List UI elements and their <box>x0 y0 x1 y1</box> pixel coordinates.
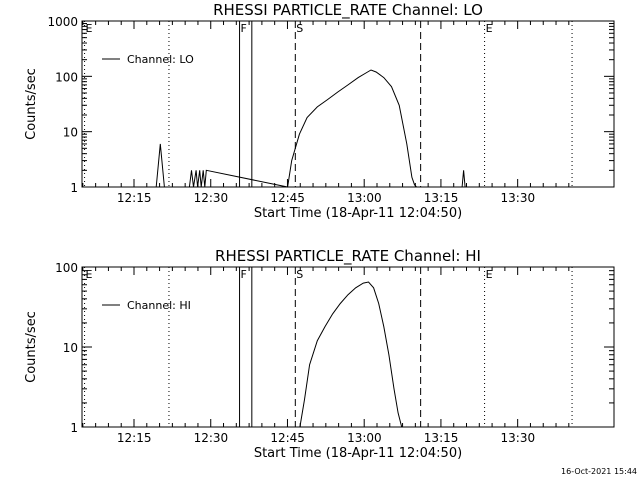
chart-title: RHESSI PARTICLE_RATE Channel: HI <box>215 247 481 266</box>
y-tick-label: 1000 <box>47 15 78 29</box>
y-tick-label: 1 <box>70 421 78 435</box>
event-marker-label: E <box>86 22 93 35</box>
x-tick-label: 13:30 <box>501 191 536 205</box>
x-axis-label: Start Time (18-Apr-11 12:04:50) <box>254 206 462 221</box>
x-axis-label: Start Time (18-Apr-11 12:04:50) <box>254 446 462 461</box>
y-tick-label: 10 <box>63 341 78 355</box>
x-tick-label: 12:30 <box>194 191 229 205</box>
x-tick-label: 12:15 <box>117 191 152 205</box>
y-axis-label: Counts/sec <box>24 311 39 383</box>
x-tick-label: 13:00 <box>347 191 382 205</box>
panel-channel-lo: RHESSI PARTICLE_RATE Channel: LO 12:15 12:… <box>24 1 615 221</box>
plot-frame <box>81 266 615 428</box>
chart-title: RHESSI PARTICLE_RATE Channel: LO <box>213 1 483 20</box>
event-marker-label: E <box>86 268 93 281</box>
x-tick-label: 13:30 <box>501 431 536 445</box>
y-tick-label: 1 <box>70 181 78 195</box>
event-marker-label: S <box>296 22 303 35</box>
legend-label: Channel: LO <box>127 53 194 66</box>
panel-channel-hi: RHESSI PARTICLE_RATE Channel: HI 12:15 12:… <box>24 247 615 461</box>
y-tick-label: 10 <box>63 126 78 140</box>
x-tick-label: 12:45 <box>270 191 305 205</box>
event-marker-label: S <box>296 268 303 281</box>
footer-timestamp: 16-Oct-2021 15:44 <box>561 467 637 476</box>
x-tick-label: 13:00 <box>347 431 382 445</box>
y-tick-label: 100 <box>55 261 78 275</box>
x-tick-label: 12:45 <box>270 431 305 445</box>
event-marker-label: E <box>486 22 493 35</box>
legend-label: Channel: HI <box>127 299 191 312</box>
y-tick-label: 100 <box>55 70 78 84</box>
x-tick-label: 13:15 <box>424 191 459 205</box>
event-marker-label: E <box>486 268 493 281</box>
event-marker-label: F <box>241 268 247 281</box>
plot-frame <box>81 20 615 188</box>
y-axis-label: Counts/sec <box>24 68 39 140</box>
event-marker-label: F <box>241 22 247 35</box>
series-line <box>299 281 403 428</box>
x-tick-label: 12:30 <box>194 431 229 445</box>
x-tick-label: 13:15 <box>424 431 459 445</box>
series-line <box>155 69 466 188</box>
x-tick-label: 12:15 <box>117 431 152 445</box>
